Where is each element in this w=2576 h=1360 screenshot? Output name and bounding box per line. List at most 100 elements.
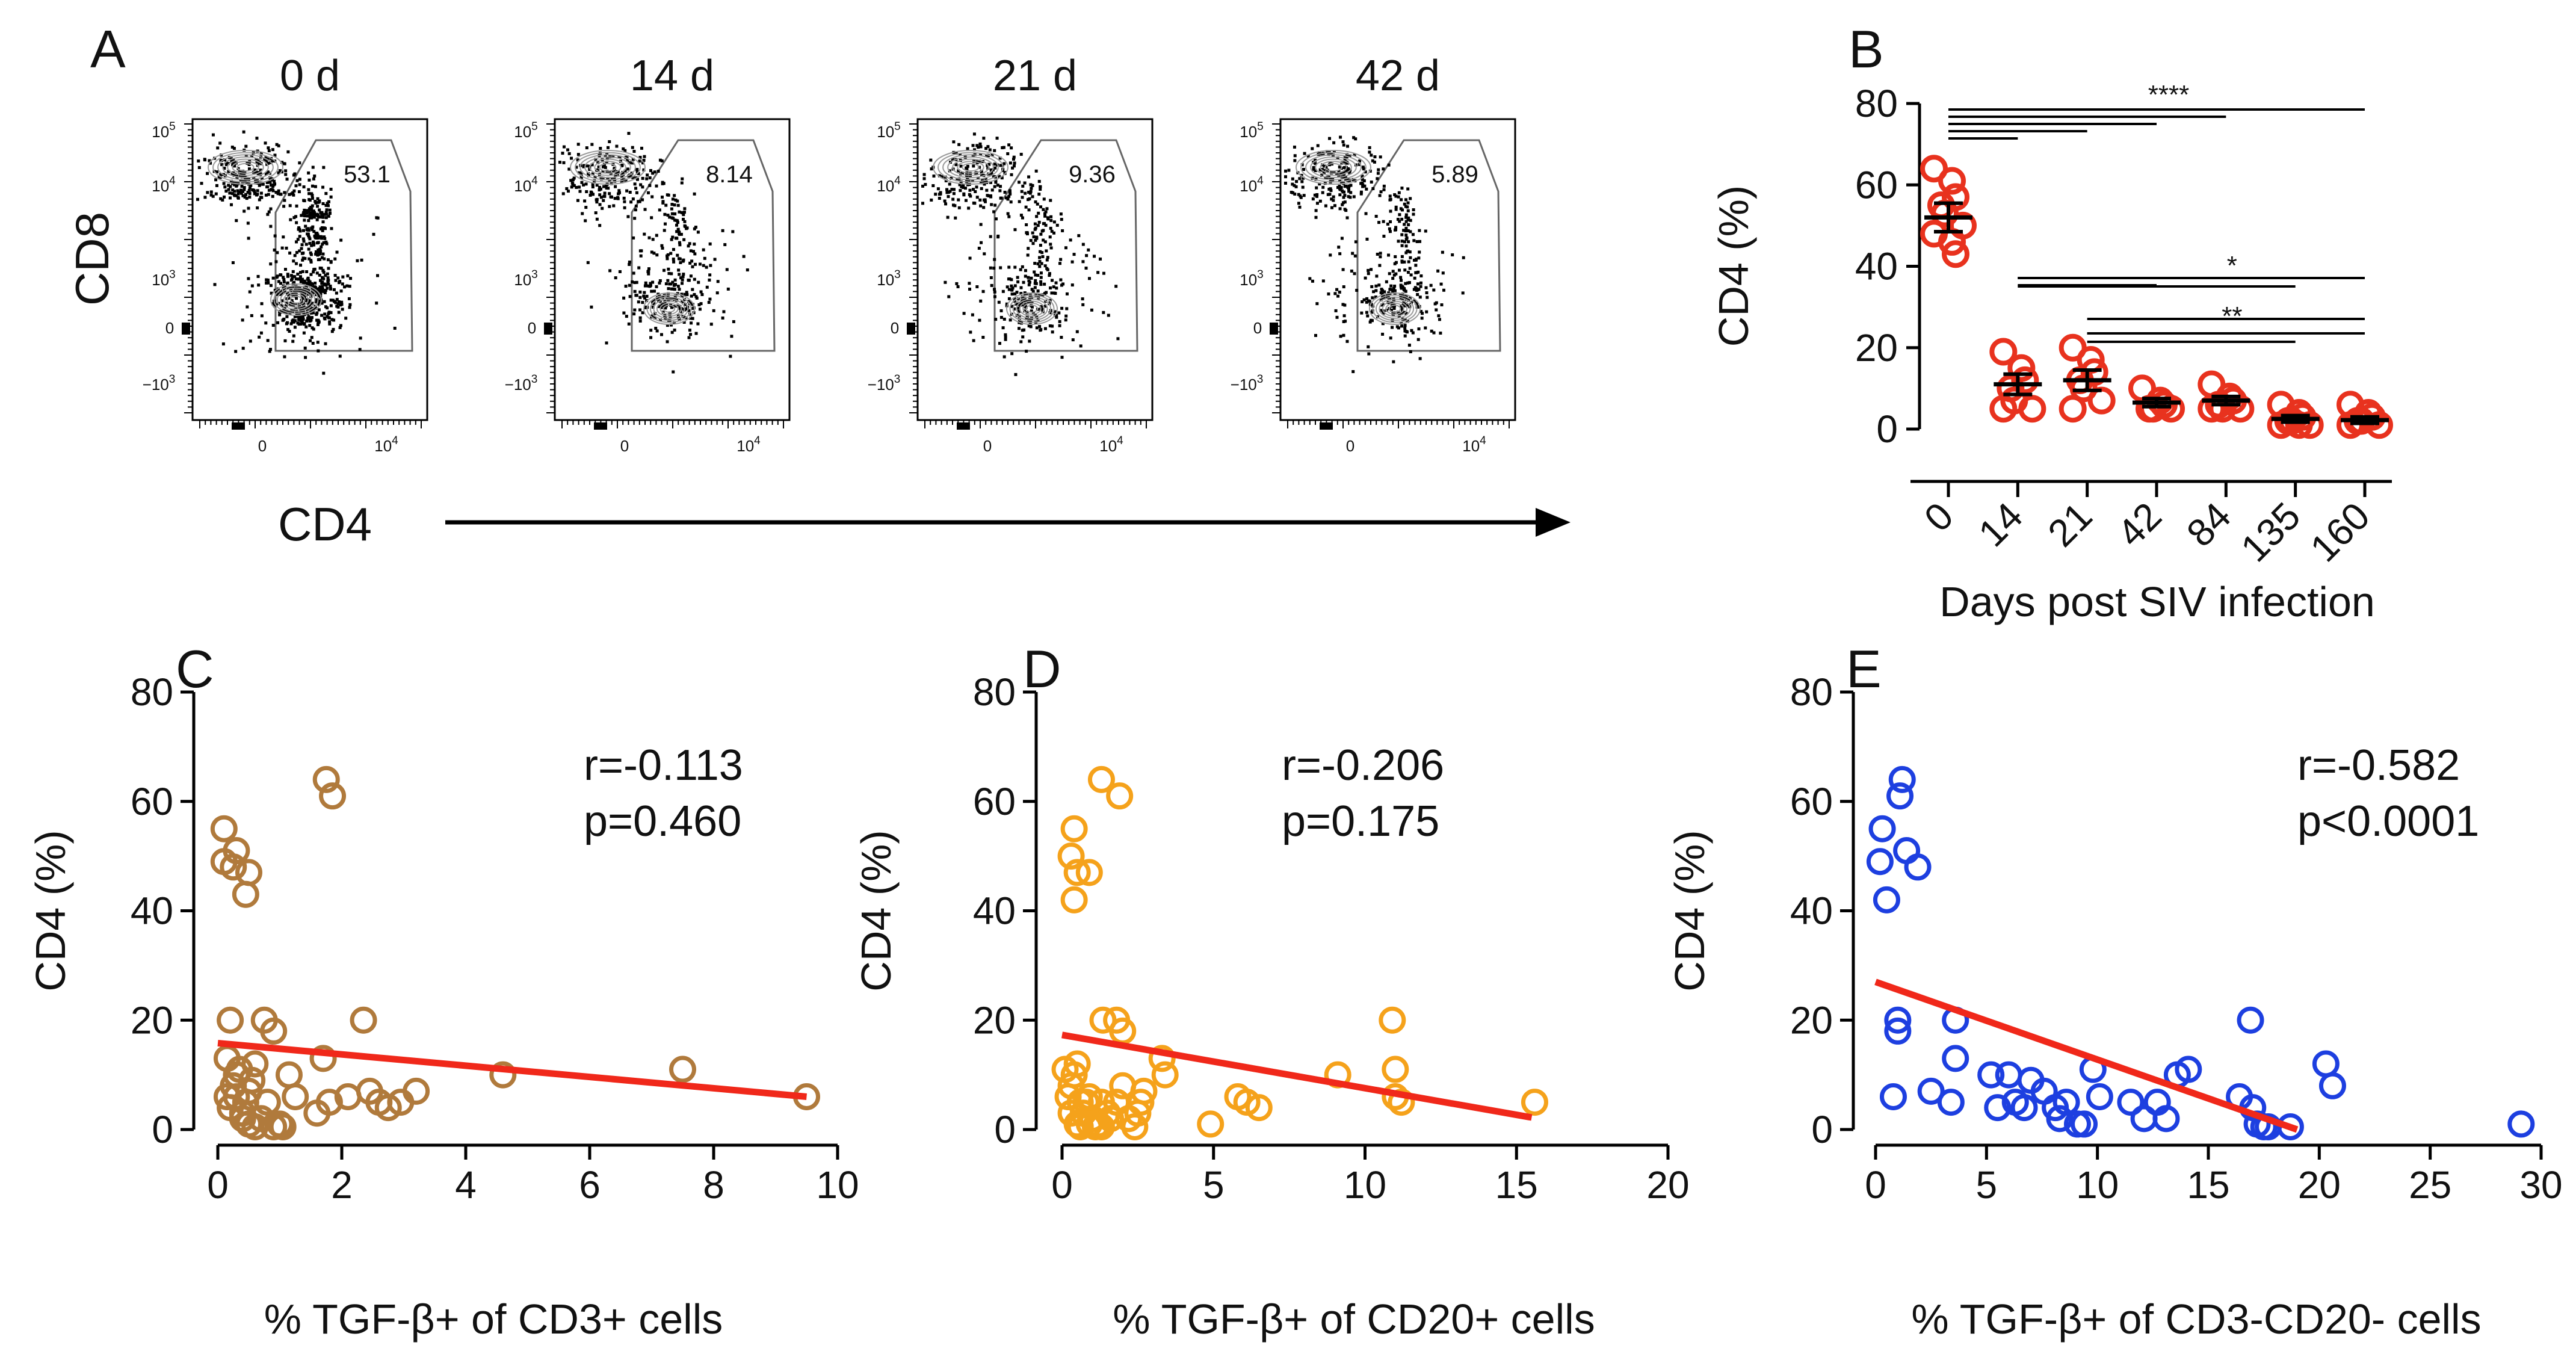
flow-event	[1391, 270, 1395, 273]
flow-contour	[942, 154, 999, 181]
flow-event	[1058, 324, 1061, 327]
flow-event	[975, 185, 978, 189]
flow-event	[271, 148, 274, 152]
flow-y-tick-pos: 103	[152, 268, 176, 289]
flow-event	[235, 194, 238, 197]
flow-event	[214, 192, 218, 196]
flow-event	[1393, 289, 1397, 292]
flow-event	[316, 323, 320, 326]
flow-event	[1417, 327, 1421, 331]
flow-event	[1378, 194, 1382, 197]
flow-event	[1351, 370, 1355, 374]
flow-event	[985, 188, 989, 192]
flow-event	[1406, 209, 1410, 212]
flow-y-tick-pos: 104	[152, 175, 176, 195]
flow-event	[1352, 195, 1356, 199]
flow-event	[340, 303, 344, 306]
flow-event	[647, 284, 650, 288]
flow-event	[312, 308, 315, 311]
flow-event	[1365, 237, 1369, 241]
flow-event	[1327, 292, 1330, 295]
flow-event	[1012, 155, 1016, 159]
flow-event	[1329, 253, 1332, 257]
flow-event	[1397, 326, 1400, 330]
flow-event	[246, 190, 250, 194]
b-x-tick-label: 42	[2109, 494, 2170, 555]
x-axis-label: % TGF-β+ of CD20+ cells	[1113, 1296, 1595, 1343]
flow-event	[301, 282, 305, 285]
flow-event	[339, 238, 343, 242]
flow-event	[344, 317, 348, 320]
flow-event	[295, 179, 299, 182]
flow-event	[1391, 314, 1395, 317]
flow-event	[1051, 330, 1054, 334]
flow-event	[1385, 295, 1389, 299]
flow-contour	[1305, 154, 1362, 181]
flow-event	[1055, 223, 1059, 227]
flow-event	[288, 330, 291, 333]
flow-event	[303, 279, 306, 283]
flow-event	[309, 260, 313, 264]
flow-event	[1096, 271, 1100, 274]
flow-event	[722, 310, 726, 314]
flow-event	[642, 158, 646, 162]
flow-event	[979, 181, 983, 185]
flow-event	[285, 246, 288, 250]
flow-event	[324, 211, 328, 214]
flow-event	[671, 280, 675, 284]
flow-event	[1049, 243, 1052, 246]
flow-event	[1341, 140, 1345, 144]
flow-event	[252, 188, 256, 192]
flow-event	[1315, 302, 1319, 306]
flow-event	[956, 285, 960, 288]
flow-event	[1045, 249, 1048, 253]
flow-event	[222, 182, 226, 185]
flow-event	[633, 182, 637, 186]
flow-event	[329, 285, 332, 288]
flow-event	[631, 280, 634, 283]
flow-event	[1006, 197, 1010, 201]
flow-event	[1298, 205, 1302, 209]
flow-event	[1424, 326, 1427, 330]
data-point	[2010, 1094, 2038, 1122]
flow-event	[289, 286, 292, 289]
flow-event	[664, 282, 668, 286]
flow-event	[1040, 229, 1044, 233]
flow-contour	[283, 291, 309, 308]
flow-event	[1018, 309, 1021, 313]
flow-event	[1397, 191, 1401, 194]
flow-event	[1387, 253, 1391, 257]
flow-event	[268, 350, 271, 353]
flow-event	[679, 232, 683, 236]
b-data-point	[1942, 240, 1969, 268]
flow-event	[640, 249, 643, 253]
flow-event	[292, 193, 295, 197]
flow-event	[1361, 185, 1365, 188]
flow-event	[1400, 240, 1404, 243]
flow-event	[1060, 218, 1063, 221]
flow-event	[1346, 144, 1350, 148]
flow-event	[964, 187, 968, 190]
flow-event	[336, 302, 340, 306]
flow-event	[287, 293, 291, 297]
flow-event	[289, 218, 292, 221]
flow-event	[1379, 190, 1383, 194]
flow-event	[1409, 197, 1412, 200]
flow-event	[1388, 227, 1391, 230]
flow-event	[1414, 258, 1418, 262]
flow-event	[682, 321, 686, 324]
flow-event	[1400, 233, 1404, 236]
flow-event	[971, 179, 974, 182]
flow-event	[277, 292, 281, 295]
flow-event	[658, 208, 661, 212]
flow-event	[998, 189, 1002, 193]
data-point	[275, 1061, 303, 1089]
flow-event	[307, 188, 310, 191]
flow-event	[306, 301, 310, 304]
flow-event	[307, 192, 311, 196]
flow-event	[1347, 187, 1350, 191]
flow-event	[1409, 350, 1412, 353]
flow-event	[584, 206, 588, 209]
flow-event	[1359, 190, 1363, 194]
flow-event	[1042, 197, 1046, 201]
